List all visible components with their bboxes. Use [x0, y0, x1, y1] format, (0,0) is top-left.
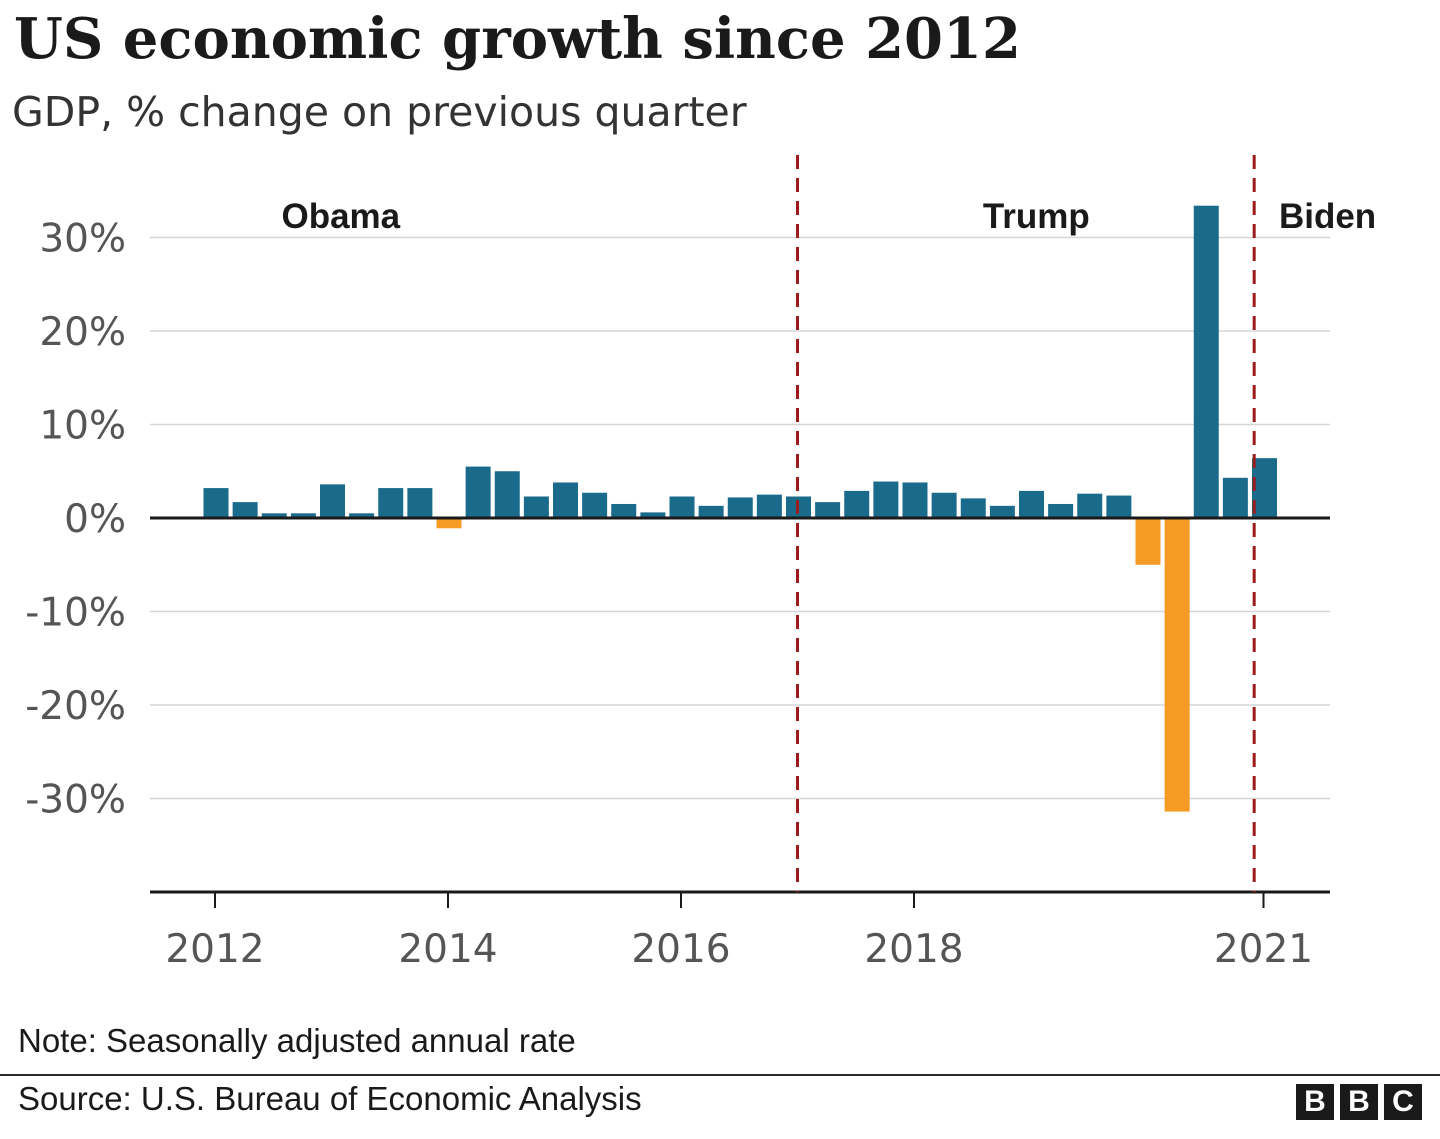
- y-tick-label: 30%: [39, 217, 126, 262]
- bbc-logo-letter: B: [1340, 1084, 1378, 1120]
- bbc-logo-letter: B: [1296, 1084, 1334, 1120]
- gdp-bar: [290, 513, 316, 518]
- gdp-bar: [465, 466, 491, 518]
- gdp-bar: [756, 494, 782, 518]
- gdp-bar: [1019, 490, 1044, 518]
- y-tick-label: -20%: [25, 684, 126, 729]
- x-tick-label: 2016: [631, 927, 730, 972]
- gdp-bar: [1252, 458, 1277, 518]
- gdp-bar: [815, 502, 841, 518]
- chart-subtitle: GDP, % change on previous quarter: [12, 88, 747, 136]
- gdp-bar: [1077, 493, 1103, 518]
- gdp-bar: [407, 488, 433, 518]
- gdp-bar: [494, 471, 520, 518]
- gdp-bar: [1106, 495, 1132, 518]
- labels: 30% 20% 10% 0% -10% -20% -30% 2012 2014 2016 2018 2…: [25, 197, 1376, 972]
- gdp-bar: [669, 496, 695, 518]
- x-tick-label: 2012: [165, 927, 264, 972]
- gdp-bar: [1164, 518, 1190, 812]
- gdp-bar: [640, 512, 666, 518]
- y-tick-label: -30%: [25, 778, 126, 823]
- y-tick-label: 20%: [39, 310, 126, 355]
- chart-source: Source: U.S. Bureau of Economic Analysis: [18, 1080, 642, 1117]
- gdp-bar: [523, 496, 549, 518]
- x-tick-label: 2018: [864, 927, 963, 972]
- gdp-bar: [873, 481, 899, 518]
- chart-note: Note: Seasonally adjusted annual rate: [18, 1022, 576, 1059]
- term-dividers: [796, 155, 1256, 892]
- gdp-bar: [960, 498, 986, 518]
- gdp-bar: [1048, 503, 1074, 518]
- gdp-bar: [553, 482, 578, 518]
- gdp-bar: [261, 513, 287, 518]
- bars: [203, 205, 1277, 812]
- gdp-bar: [320, 484, 345, 518]
- x-tick-label: 2014: [398, 927, 497, 972]
- gdp-bar: [436, 518, 462, 529]
- chart-title: US economic growth since 2012: [14, 6, 1021, 72]
- gdp-bar: [1135, 518, 1161, 565]
- footer-divider: [0, 1074, 1440, 1076]
- gdp-bar: [349, 513, 375, 518]
- president-label: Obama: [281, 197, 400, 236]
- gdp-bar: [582, 492, 608, 518]
- president-label: Trump: [983, 197, 1090, 236]
- gdp-bar: [727, 497, 753, 518]
- gdp-bar: [698, 505, 724, 518]
- gdp-bar-chart: 30% 20% 10% 0% -10% -20% -30% 2012 2014 2016 2018 2…: [25, 155, 1376, 972]
- bbc-logo-letter: C: [1384, 1084, 1422, 1120]
- gdp-bar: [611, 503, 637, 518]
- grid-lines: [150, 236, 1330, 800]
- gdp-bar: [931, 492, 957, 518]
- y-tick-label: -10%: [25, 591, 126, 636]
- gdp-bar: [1193, 205, 1219, 518]
- y-tick-label: 0%: [64, 497, 126, 542]
- x-tick-label: 2021: [1214, 927, 1313, 972]
- gdp-bar: [1222, 477, 1248, 518]
- gdp-bar: [232, 502, 258, 518]
- gdp-bar: [203, 488, 229, 518]
- gdp-bar: [844, 490, 870, 518]
- y-tick-label: 10%: [39, 404, 126, 449]
- gdp-bar: [989, 505, 1015, 518]
- gdp-bar: [902, 482, 928, 518]
- bbc-logo: B B C: [1296, 1084, 1422, 1120]
- president-label: Biden: [1279, 197, 1376, 236]
- axes: [150, 516, 1330, 908]
- gdp-bar: [378, 488, 404, 518]
